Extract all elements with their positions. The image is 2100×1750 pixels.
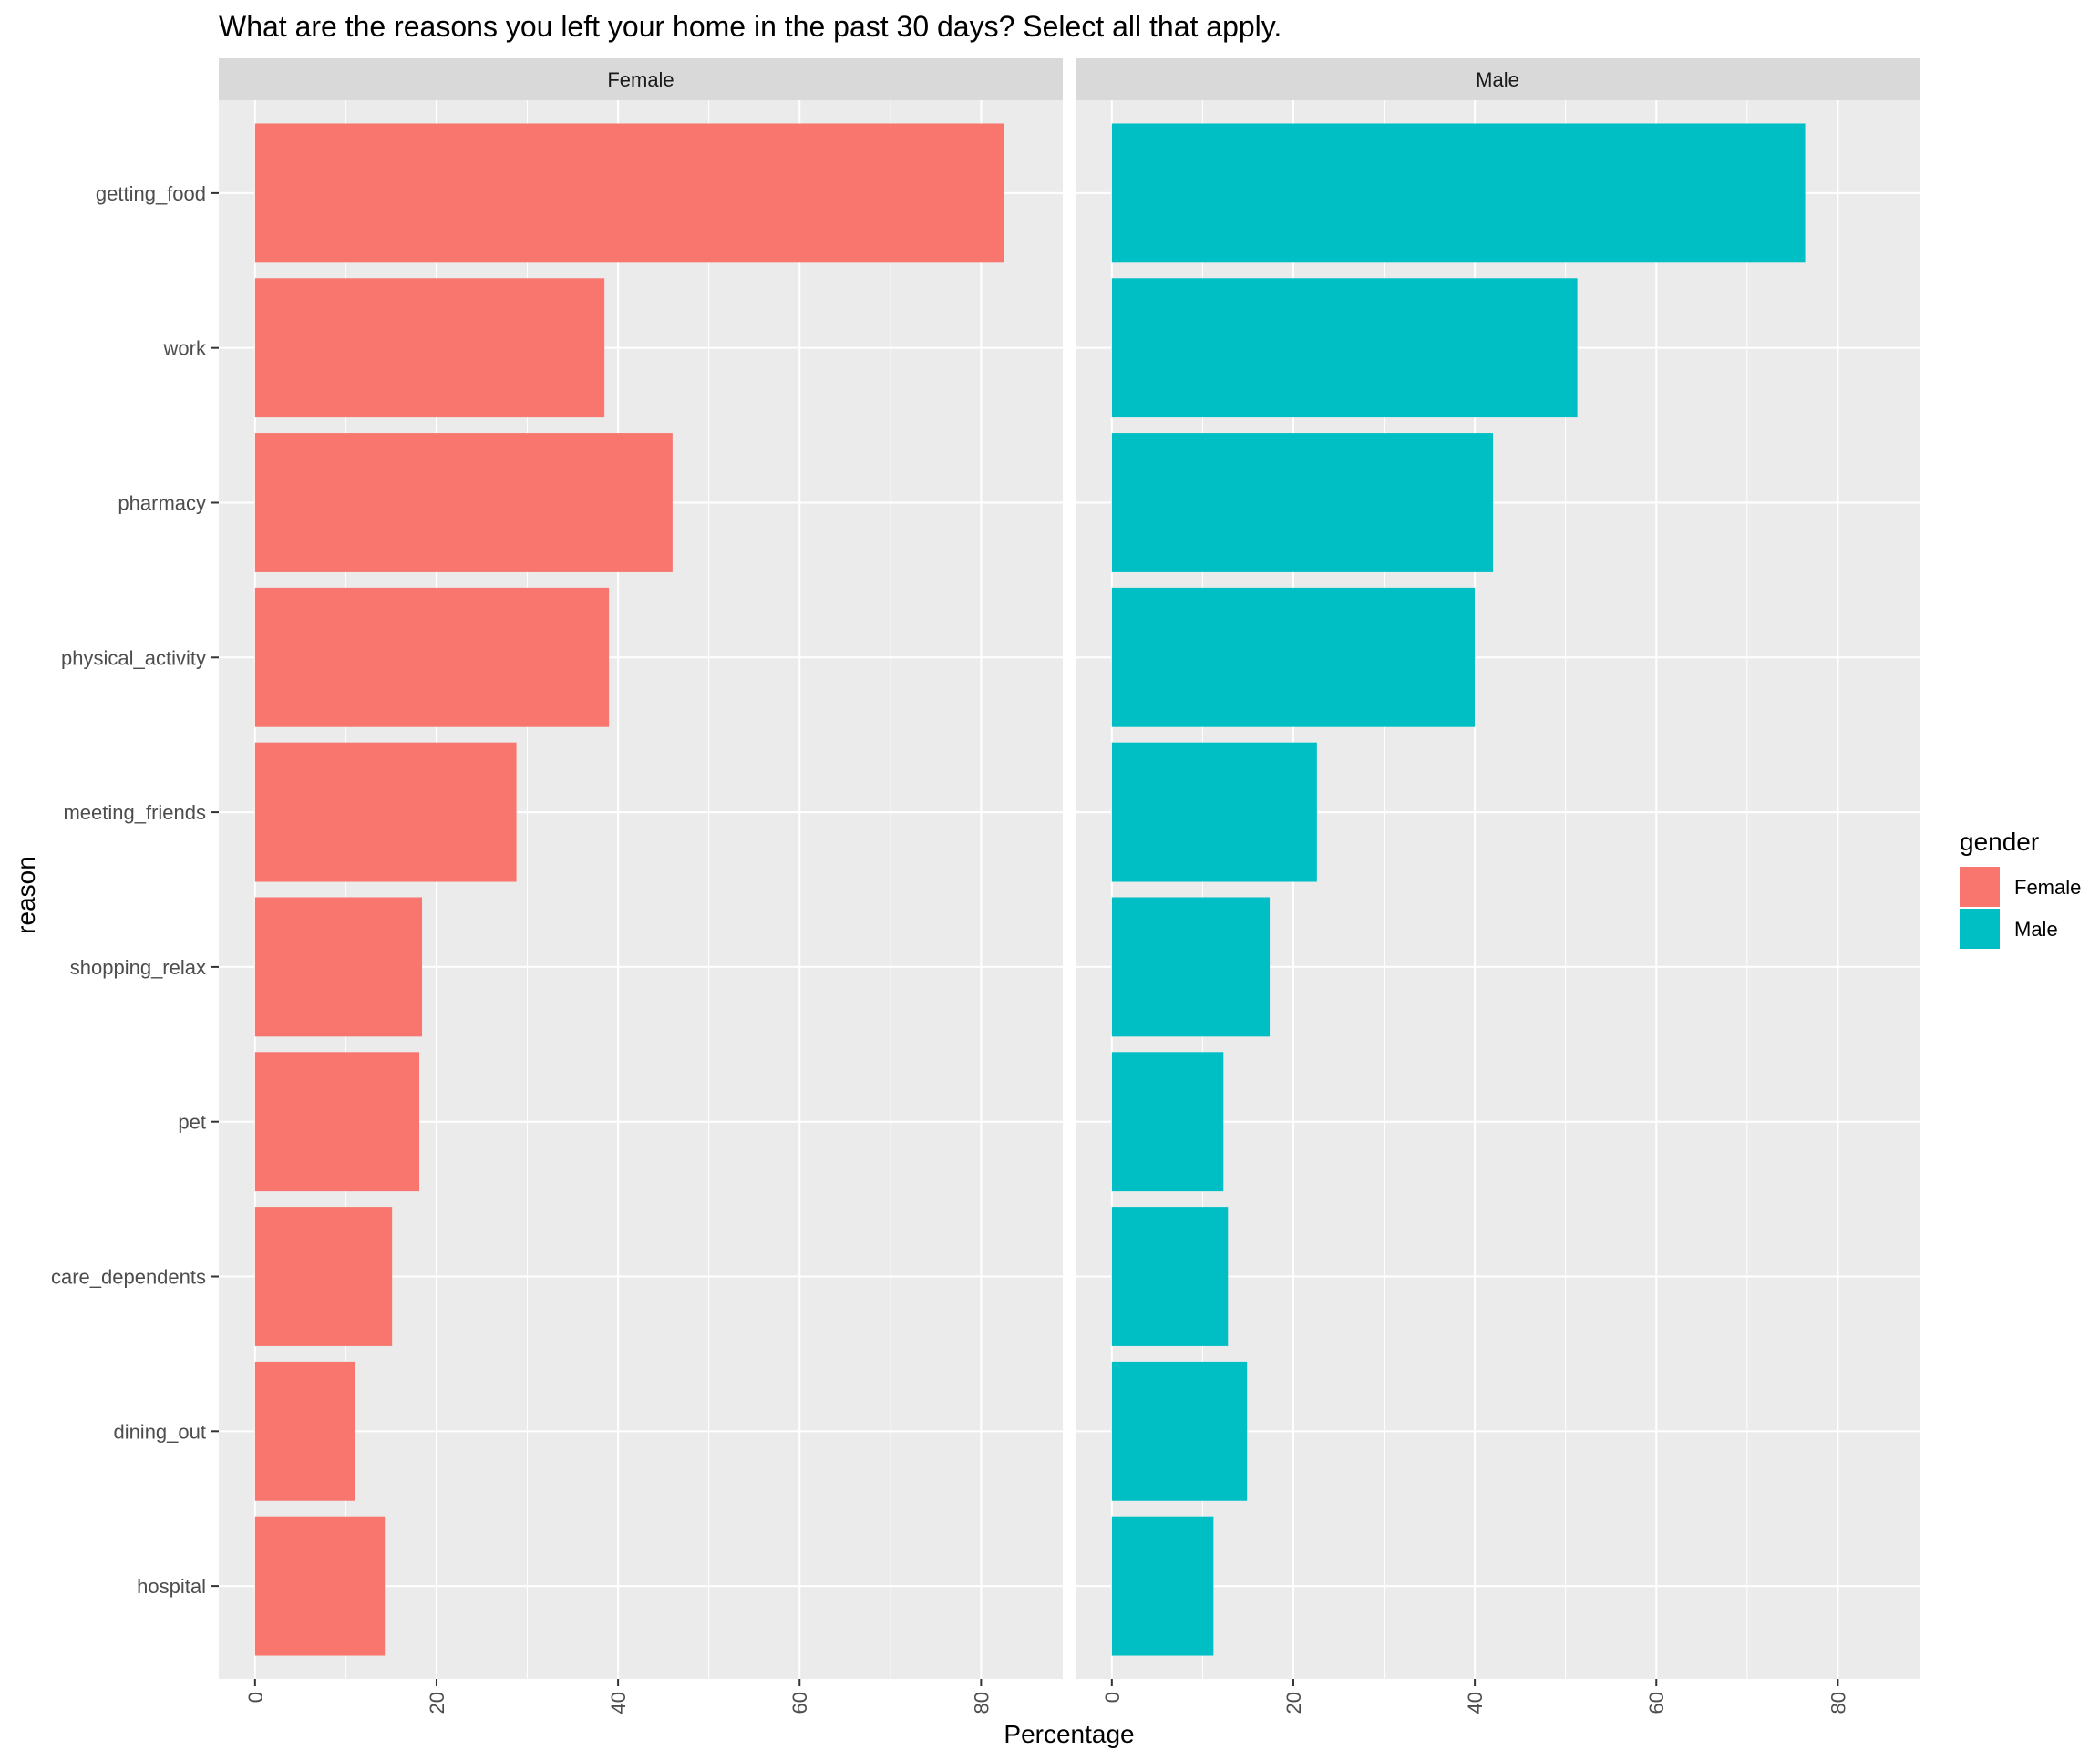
- bar-male-physical_activity: [1111, 587, 1476, 727]
- chart-title: What are the reasons you left your home …: [219, 10, 1282, 43]
- bar-female-shopping_relax: [254, 897, 423, 1037]
- x-tick-label: 80: [1827, 1692, 1849, 1714]
- legend-key-male: [1960, 909, 2000, 949]
- x-tick-label: 20: [426, 1692, 448, 1714]
- x-tick-label: 20: [1282, 1692, 1305, 1714]
- x-tick-label: 0: [244, 1692, 267, 1703]
- bar-female-hospital: [254, 1516, 386, 1656]
- legend-key-female: [1960, 867, 2000, 907]
- bar-female-work: [254, 278, 605, 418]
- x-axis-female: 0 20 40 60 80: [244, 1679, 993, 1714]
- legend: gender Female Male: [1960, 828, 2081, 949]
- bar-female-dining_out: [254, 1361, 355, 1501]
- facet-panels: Female Male: [219, 58, 1920, 1679]
- y-tick-label: getting_food: [96, 182, 206, 205]
- y-tick-label: meeting_friends: [63, 801, 206, 824]
- facet-panel-male: Male: [1076, 58, 1920, 1679]
- x-tick-label: 0: [1101, 1692, 1124, 1703]
- x-axes: 0 20 40 60 80 0 20 40 60 80: [244, 1679, 1849, 1714]
- y-axis-title: reason: [12, 856, 40, 934]
- bar-male-pet: [1111, 1052, 1224, 1192]
- bar-male-dining_out: [1111, 1361, 1248, 1501]
- bar-male-work: [1111, 278, 1578, 418]
- legend-label-female: Female: [2014, 876, 2081, 899]
- facet-panel-female: Female: [219, 58, 1063, 1679]
- bar-male-getting_food: [1111, 123, 1806, 263]
- bar-male-hospital: [1111, 1516, 1214, 1656]
- y-tick-label: care_dependents: [51, 1266, 206, 1289]
- facet-strip-label: Male: [1476, 68, 1519, 91]
- legend-label-male: Male: [2014, 918, 2058, 941]
- y-tick-label: work: [163, 337, 207, 360]
- bar-female-pharmacy: [254, 433, 673, 572]
- bar-female-pet: [254, 1052, 420, 1192]
- y-tick-label: pharmacy: [118, 491, 206, 514]
- facet-strip: [1076, 58, 1920, 100]
- x-tick-label: 60: [788, 1692, 811, 1714]
- x-tick-label: 80: [970, 1692, 993, 1714]
- y-tick-label: shopping_relax: [70, 956, 206, 979]
- y-tick-label: hospital: [137, 1575, 206, 1598]
- x-axis-title: Percentage: [1004, 1720, 1134, 1748]
- x-tick-label: 60: [1645, 1692, 1668, 1714]
- bar-female-care_dependents: [254, 1207, 393, 1346]
- bar-male-meeting_friends: [1111, 742, 1317, 882]
- y-tick-label: dining_out: [113, 1420, 206, 1443]
- bar-male-pharmacy: [1111, 433, 1494, 572]
- bar-male-shopping_relax: [1111, 897, 1271, 1037]
- bar-male-care_dependents: [1111, 1207, 1229, 1346]
- legend-title: gender: [1960, 828, 2039, 856]
- bar-female-meeting_friends: [254, 742, 517, 882]
- y-tick-label: pet: [178, 1111, 206, 1134]
- bar-female-physical_activity: [254, 587, 610, 727]
- x-tick-label: 40: [607, 1692, 630, 1714]
- facet-strip: [219, 58, 1063, 100]
- bar-female-getting_food: [254, 123, 1004, 263]
- facet-strip-label: Female: [607, 68, 674, 91]
- x-axis-male: 0 20 40 60 80: [1101, 1679, 1849, 1714]
- x-tick-label: 40: [1464, 1692, 1487, 1714]
- y-tick-label: physical_activity: [61, 646, 206, 669]
